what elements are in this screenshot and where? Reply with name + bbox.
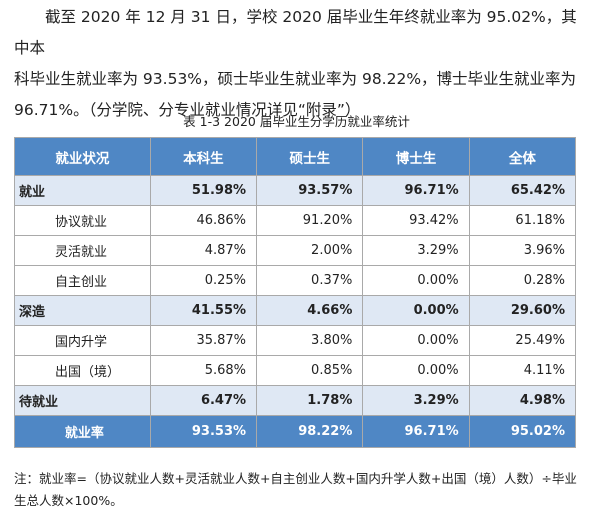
rate-cell: 95.02%: [468, 415, 577, 448]
rate-cell: 35.87%: [149, 325, 258, 356]
rate-cell: 0.00%: [362, 265, 470, 296]
intro-line: 科毕业生就业率为 93.53%，硕士毕业生就业率为 98.22%，博士毕业生就业…: [14, 70, 577, 88]
intro-line: 截至 2020 年 12 月 31 日，学校 2020 届毕业生年终就业率为 9…: [14, 8, 577, 57]
header-all: 全体: [468, 137, 577, 176]
rate-cell: 98.22%: [256, 415, 364, 448]
table-row: 深造 41.55% 4.66% 0.00% 29.60%: [14, 295, 577, 326]
table-row: 灵活就业 4.87% 2.00% 3.29% 3.96%: [14, 235, 577, 266]
table-row: 自主创业 0.25% 0.37% 0.00% 0.28%: [14, 265, 577, 296]
rate-cell: 61.18%: [468, 205, 577, 236]
rate-cell: 3.80%: [256, 325, 364, 356]
row-label: 协议就业: [14, 205, 151, 236]
rate-cell: 93.42%: [362, 205, 470, 236]
rate-cell: 3.29%: [362, 385, 470, 416]
footnote: 注：就业率=（协议就业人数+灵活就业人数+自主创业人数+国内升学人数+出国（境）…: [14, 471, 577, 508]
intro-line: 96.71%。（分学院、分专业就业情况详见“附录”）: [14, 101, 361, 119]
table-body: 就业 51.98% 93.57% 96.71% 65.42% 协议就业 46.86% 91.2…: [14, 175, 577, 448]
rate-cell: 0.00%: [362, 295, 470, 326]
rate-cell: 0.25%: [149, 265, 258, 296]
rate-cell: 41.55%: [149, 295, 258, 326]
row-label: 就业: [14, 175, 151, 206]
table-caption: 表 1-3 2020 届毕业生分学历就业率统计: [183, 114, 410, 129]
row-label: 国内升学: [14, 325, 151, 356]
table-row: 协议就业 46.86% 91.20% 93.42% 61.18%: [14, 205, 577, 236]
rate-cell: 4.66%: [256, 295, 364, 326]
row-label: 深造: [14, 295, 151, 326]
rate-cell: 2.00%: [256, 235, 364, 266]
table-row: 待就业 6.47% 1.78% 3.29% 4.98%: [14, 385, 577, 416]
rate-cell: 1.78%: [256, 385, 364, 416]
intro-paragraph: 截至 2020 年 12 月 31 日，学校 2020 届毕业生年终就业率为 9…: [14, 2, 584, 126]
rate-cell: 65.42%: [468, 175, 577, 206]
rate-cell: 3.29%: [362, 235, 470, 266]
rate-cell: 0.37%: [256, 265, 364, 296]
header-status: 就业状况: [14, 137, 151, 176]
table-row: 就业率 93.53% 98.22% 96.71% 95.02%: [14, 415, 577, 448]
rate-cell: 96.71%: [362, 415, 470, 448]
row-label: 待就业: [14, 385, 151, 416]
rate-cell: 0.00%: [362, 355, 470, 386]
rate-cell: 0.85%: [256, 355, 364, 386]
rate-cell: 93.57%: [256, 175, 364, 206]
rate-cell: 4.11%: [468, 355, 577, 386]
rate-cell: 0.28%: [468, 265, 577, 296]
header-master: 硕士生: [256, 137, 364, 176]
rate-cell: 29.60%: [468, 295, 577, 326]
rate-cell: 96.71%: [362, 175, 470, 206]
rate-cell: 51.98%: [149, 175, 258, 206]
header-doctor: 博士生: [362, 137, 470, 176]
table-row: 出国（境） 5.68% 0.85% 0.00% 4.11%: [14, 355, 577, 386]
row-label: 出国（境）: [14, 355, 151, 386]
row-label: 就业率: [14, 415, 151, 448]
rate-cell: 5.68%: [149, 355, 258, 386]
rate-cell: 3.96%: [468, 235, 577, 266]
rate-cell: 93.53%: [149, 415, 258, 448]
rate-cell: 6.47%: [149, 385, 258, 416]
rate-cell: 46.86%: [149, 205, 258, 236]
rate-cell: 91.20%: [256, 205, 364, 236]
table-row: 就业 51.98% 93.57% 96.71% 65.42%: [14, 175, 577, 206]
employment-rate-table: 就业状况 本科生 硕士生 博士生 全体 就业 51.98% 93.57% 96.71%…: [14, 137, 577, 448]
row-label: 灵活就业: [14, 235, 151, 266]
rate-cell: 4.87%: [149, 235, 258, 266]
rate-cell: 4.98%: [468, 385, 577, 416]
rate-cell: 0.00%: [362, 325, 470, 356]
table-header-row: 就业状况 本科生 硕士生 博士生 全体: [14, 137, 577, 176]
row-label: 自主创业: [14, 265, 151, 296]
table-row: 国内升学 35.87% 3.80% 0.00% 25.49%: [14, 325, 577, 356]
header-undergrad: 本科生: [149, 137, 258, 176]
rate-cell: 25.49%: [468, 325, 577, 356]
